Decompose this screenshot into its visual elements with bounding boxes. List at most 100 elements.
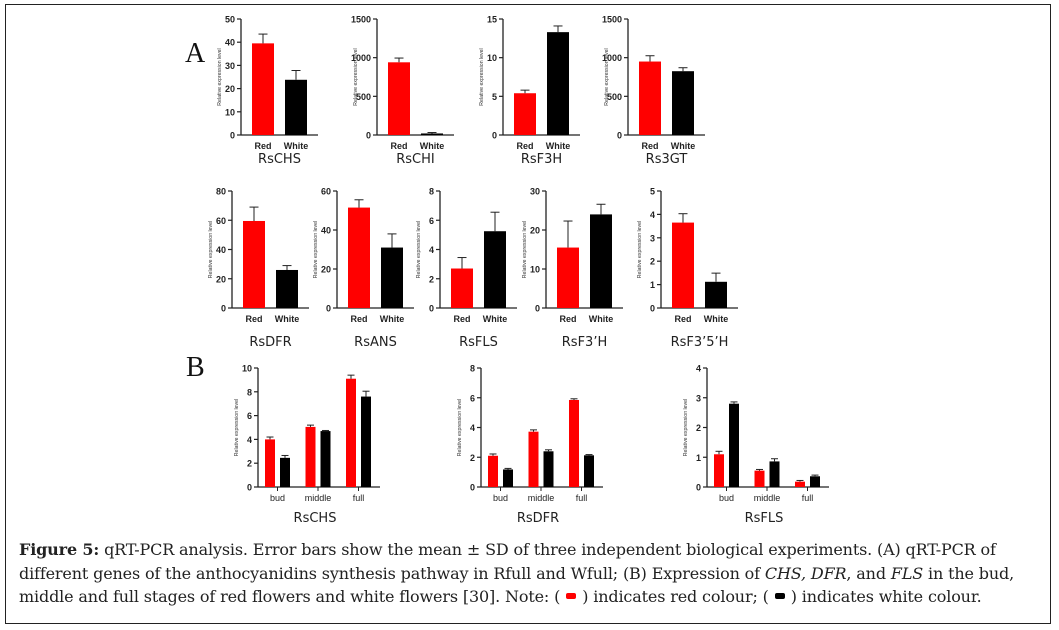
x-tick-label: Red: [674, 314, 691, 324]
chart-title: RsCHS: [258, 152, 301, 167]
y-tick-label: 20: [530, 226, 540, 236]
bar-white: [672, 71, 694, 135]
y-tick-label: 0: [650, 304, 655, 314]
x-tick-label: middle: [528, 493, 555, 503]
y-tick-label: 4: [247, 435, 252, 445]
bar-bud-white: [729, 403, 739, 487]
y-tick-label: 0: [696, 483, 701, 493]
y-tick-label: 10: [225, 107, 235, 117]
y-tick-label: 40: [225, 38, 235, 48]
bar-red: [348, 207, 370, 308]
bar-full-white: [361, 396, 371, 487]
x-tick-label: bud: [719, 493, 734, 503]
y-tick-label: 6: [247, 411, 252, 421]
chart-title: RsDFR: [249, 335, 291, 350]
y-tick-label: 1000: [602, 53, 622, 63]
y-tick-label: 40: [216, 245, 226, 255]
y-tick-label: 0: [230, 131, 235, 141]
y-axis-label: Relative expression level: [234, 399, 240, 456]
chart-title: RsANS: [354, 335, 397, 350]
y-tick-label: 0: [366, 131, 371, 141]
y-tick-label: 50: [225, 15, 235, 25]
y-tick-label: 6: [470, 393, 475, 403]
bar-full-red: [569, 399, 579, 487]
bar-full-white: [810, 476, 820, 487]
y-tick-label: 4: [650, 210, 655, 220]
x-tick-label: Red: [516, 141, 533, 151]
panel-label-a: A: [185, 38, 206, 69]
panel-label-b: B: [186, 352, 205, 383]
y-tick-label: 0: [221, 304, 226, 314]
bar-red: [252, 43, 274, 135]
y-tick-label: 20: [321, 265, 331, 275]
chart-title: RsFLS: [745, 511, 784, 526]
chart-a-rs3gt: 0 500 1000 1500 Relative expression level Red…: [602, 15, 705, 167]
y-tick-label: 2: [470, 453, 475, 463]
x-tick-label: White: [671, 141, 696, 151]
y-tick-label: 20: [225, 84, 235, 94]
chart-b-rsfls: 0 1 2 3 4 Relative expression level bud middle f…: [683, 364, 829, 526]
caption-text-3: ) indicates red colour; (: [582, 587, 769, 606]
caption-text-4: ) indicates white colour.: [790, 587, 982, 606]
bar-bud-white: [280, 457, 290, 487]
chart-title: RsFLS: [459, 335, 498, 350]
x-tick-label: bud: [270, 493, 285, 503]
x-tick-label: White: [546, 141, 571, 151]
x-tick-label: White: [380, 314, 405, 324]
y-tick-label: 30: [530, 187, 540, 197]
bar-full-red: [795, 481, 805, 487]
y-tick-label: 2: [429, 274, 434, 284]
y-tick-label: 0: [429, 304, 434, 314]
bar-middle-white: [769, 461, 780, 487]
bar-red: [557, 247, 579, 308]
chart-a-rsf3h: 0 5 10 15 Relative expression level Red WhiteR…: [479, 15, 580, 167]
chart-title: RsCHI: [396, 152, 435, 167]
y-tick-label: 8: [429, 187, 434, 197]
y-tick-label: 10: [487, 53, 497, 63]
chart-title: Rs3GT: [646, 152, 688, 167]
y-tick-label: 1: [696, 453, 701, 463]
bar-white: [484, 231, 506, 308]
x-tick-label: Red: [641, 141, 658, 151]
x-tick-label: middle: [754, 493, 781, 503]
bar-bud-red: [714, 454, 724, 487]
bar-red: [451, 268, 473, 308]
chart-a-rschs: 0 10 20 30 40 50 Relative expression level Red W…: [217, 15, 318, 167]
bar-red: [243, 220, 265, 308]
y-tick-label: 15: [487, 15, 497, 25]
bar-middle-white: [543, 451, 554, 487]
x-tick-label: bud: [493, 493, 508, 503]
bar-red: [672, 222, 694, 308]
y-axis-label: Relative expression level: [637, 221, 643, 278]
y-axis-label: Relative expression level: [208, 221, 214, 278]
chart-b-rschs: 0 2 4 6 8 10 Relative expression level bud middl…: [234, 364, 380, 526]
x-tick-label: Red: [390, 141, 407, 151]
chart-a-rsans: 0 20 40 60 Relative expression level Red White…: [313, 187, 414, 350]
y-axis-label: Relative expression level: [683, 399, 689, 456]
y-tick-label: 60: [321, 187, 331, 197]
chart-title: RsF3’5’H: [671, 335, 729, 350]
y-tick-label: 10: [242, 364, 252, 374]
y-tick-label: 0: [535, 304, 540, 314]
bar-middle-red: [305, 426, 316, 487]
y-axis-label: Relative expression level: [353, 48, 359, 105]
y-tick-label: 0: [492, 131, 497, 141]
bar-white: [421, 133, 443, 135]
legend-swatch-black: [774, 593, 785, 599]
y-tick-label: 3: [696, 393, 701, 403]
y-tick-label: 500: [356, 92, 371, 102]
x-tick-label: White: [589, 314, 614, 324]
bar-white: [590, 214, 612, 308]
y-tick-label: 0: [326, 304, 331, 314]
chart-a-rsf3h: 0 10 20 30 Relative expression level Red White…: [522, 187, 623, 350]
caption-gene-dfr: DFR: [810, 563, 847, 583]
bar-middle-white: [320, 431, 331, 487]
x-tick-label: middle: [305, 493, 332, 503]
caption-text-1: qRT-PCR analysis. Error bars show the me…: [19, 540, 996, 583]
caption-figure-label: Figure 5:: [19, 540, 100, 559]
y-axis-label: Relative expression level: [479, 48, 485, 105]
x-tick-label: White: [420, 141, 445, 151]
bar-white: [547, 32, 569, 135]
bar-middle-red: [528, 431, 539, 487]
